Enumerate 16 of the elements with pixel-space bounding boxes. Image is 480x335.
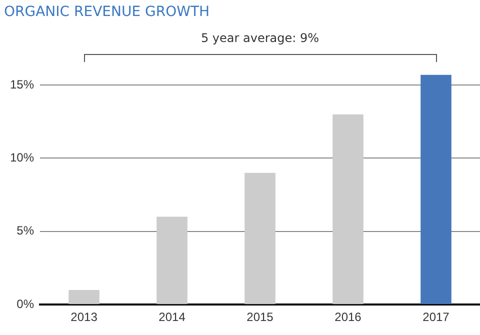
y-tick-label: 15%: [10, 77, 34, 92]
y-tick-label: 0%: [16, 296, 34, 311]
x-tick-label: 2015: [246, 310, 274, 324]
x-tick-label: 2017: [422, 310, 450, 324]
y-tick-label: 10%: [10, 150, 34, 165]
x-tick-label: 2014: [158, 310, 186, 324]
y-tick-label: 5%: [16, 224, 34, 238]
text: 5 year average: 9%: [200, 31, 320, 46]
chart-title: ORGANIC REVENUE GROWTH: [4, 4, 210, 20]
bar: [332, 114, 364, 304]
x-tick-label: 2013: [70, 310, 98, 324]
x-tick-label: 2016: [334, 310, 362, 324]
bar: [420, 74, 452, 304]
bar: [156, 216, 188, 304]
bar: [244, 172, 276, 304]
bar: [68, 290, 100, 304]
